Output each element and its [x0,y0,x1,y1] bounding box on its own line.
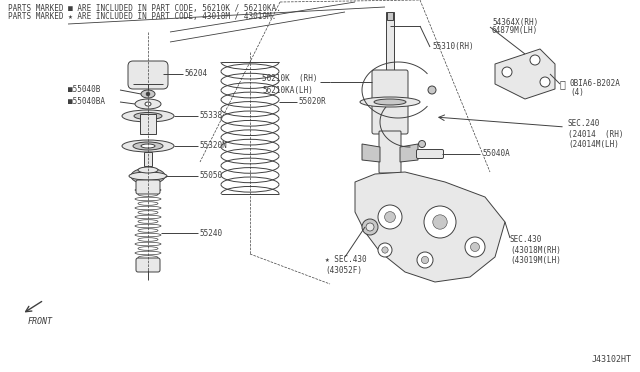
Polygon shape [355,172,505,282]
Ellipse shape [138,193,158,196]
Text: (43018M(RH): (43018M(RH) [510,246,561,254]
Ellipse shape [135,224,161,228]
FancyBboxPatch shape [136,258,160,272]
Polygon shape [495,49,555,99]
Text: 54364X(RH): 54364X(RH) [492,17,538,26]
Ellipse shape [135,215,161,219]
Circle shape [362,219,378,235]
Text: SEC.430: SEC.430 [510,235,542,244]
Ellipse shape [138,238,158,241]
Ellipse shape [141,90,155,98]
Circle shape [465,237,485,257]
Circle shape [530,55,540,65]
Circle shape [421,256,429,264]
Ellipse shape [138,229,158,232]
Text: (24014  (RH): (24014 (RH) [568,129,623,138]
Ellipse shape [129,172,167,180]
Ellipse shape [135,99,161,109]
Ellipse shape [135,206,161,210]
Text: 55040A: 55040A [482,150,509,158]
Text: 56210KA(LH): 56210KA(LH) [262,86,313,94]
Bar [387,12,393,20]
Text: J43102HT: J43102HT [592,355,632,364]
Text: (4): (4) [570,87,584,96]
Circle shape [424,206,456,238]
Ellipse shape [360,97,420,107]
Circle shape [540,77,550,87]
Text: 55020R: 55020R [298,97,326,106]
Circle shape [470,243,479,251]
Ellipse shape [135,233,161,237]
Ellipse shape [133,142,163,150]
Circle shape [378,243,392,257]
Text: (43019M(LH): (43019M(LH) [510,256,561,264]
Circle shape [419,141,426,148]
Ellipse shape [122,140,174,152]
FancyBboxPatch shape [417,150,444,158]
Text: 55310(RH): 55310(RH) [432,42,474,51]
Ellipse shape [138,211,158,214]
Ellipse shape [135,251,161,255]
Text: 55050: 55050 [199,171,222,180]
Circle shape [366,223,374,231]
Circle shape [502,67,512,77]
Ellipse shape [122,110,174,122]
Ellipse shape [138,247,158,250]
Ellipse shape [138,167,158,173]
Ellipse shape [131,168,165,184]
Ellipse shape [135,242,161,246]
Text: 55240: 55240 [199,229,222,238]
Text: 55320N: 55320N [199,141,227,151]
Text: 55338: 55338 [199,112,222,121]
Polygon shape [400,144,418,162]
Bar [386,12,394,72]
Text: (24014M(LH): (24014M(LH) [568,140,619,148]
FancyBboxPatch shape [128,61,168,89]
Ellipse shape [138,220,158,223]
Text: FRONT: FRONT [28,317,53,327]
Text: PARTS MARKED ■ ARE INCLUDED IN PART CODE, 56210K / 56210KA.: PARTS MARKED ■ ARE INCLUDED IN PART CODE… [8,4,281,13]
Text: 56210K  (RH): 56210K (RH) [262,74,317,83]
FancyBboxPatch shape [379,131,401,173]
Text: 0BIA6-B202A: 0BIA6-B202A [570,80,621,89]
Text: SEC.240: SEC.240 [568,119,600,128]
Circle shape [382,247,388,253]
Text: PARTS MARKED ★ ARE INCLUDED IN PART CODE, 43018M / 43019M.: PARTS MARKED ★ ARE INCLUDED IN PART CODE… [8,12,276,20]
Circle shape [378,205,402,229]
Text: Ⓡ: Ⓡ [560,79,566,89]
Text: 64879M(LH): 64879M(LH) [492,26,538,35]
Circle shape [417,252,433,268]
Bar [140,114,156,134]
Ellipse shape [145,102,151,106]
Bar [144,152,152,166]
Ellipse shape [141,144,155,148]
Ellipse shape [138,256,158,259]
Circle shape [385,212,396,222]
Ellipse shape [135,188,161,192]
Ellipse shape [374,99,406,105]
FancyBboxPatch shape [136,180,160,194]
FancyBboxPatch shape [372,70,408,134]
Text: ■55040BA: ■55040BA [68,97,105,106]
Ellipse shape [134,112,162,119]
Text: ■55040B: ■55040B [68,86,100,94]
Text: ★ SEC.430: ★ SEC.430 [325,256,367,264]
Circle shape [433,215,447,229]
Ellipse shape [138,202,158,205]
Circle shape [428,86,436,94]
Text: 56204: 56204 [184,70,207,78]
Circle shape [146,92,150,96]
Polygon shape [362,144,380,162]
Text: (43052F): (43052F) [325,266,362,275]
Ellipse shape [135,197,161,201]
